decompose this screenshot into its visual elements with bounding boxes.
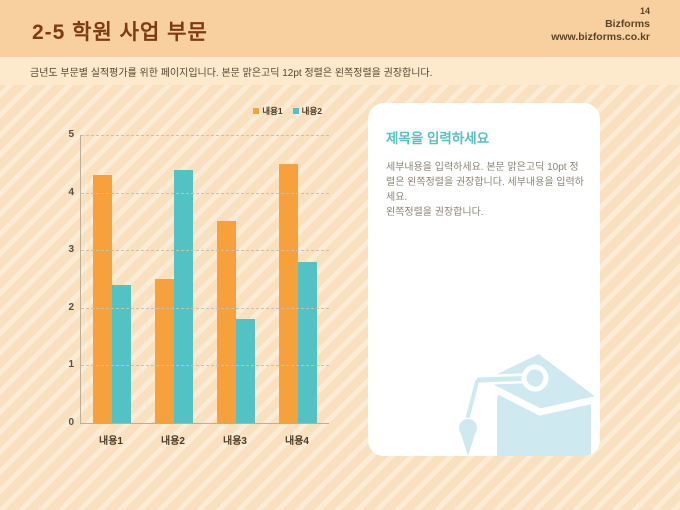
bar-내용1-내용1 xyxy=(93,175,112,423)
page-number: 14 xyxy=(639,6,650,16)
bar-내용2-내용4 xyxy=(298,261,317,423)
bar-group-2 xyxy=(143,135,205,423)
legend-item-내용2: 내용2 xyxy=(292,105,322,117)
x-tick-label: 내용1 xyxy=(99,436,123,447)
bar-group-1 xyxy=(81,135,143,423)
x-tick-label: 내용3 xyxy=(223,436,247,447)
bar-내용1-내용3 xyxy=(217,221,236,423)
y-axis-labels: 0 1 2 3 4 5 xyxy=(52,129,74,428)
gridline-2 xyxy=(81,307,329,309)
bar-chart: 내용1 내용2 0 1 2 3 4 5 내용1 내용2 내용3 내용4 xyxy=(40,100,340,460)
card-title: 제목을 입력하세요 xyxy=(386,131,490,146)
card-body-text: 세부내용을 입력하세요. 본문 맑은고딕 10pt 정렬은 왼쪽정렬을 권장합니… xyxy=(386,160,584,220)
bar-내용2-내용3 xyxy=(236,319,255,423)
legend-item-내용1: 내용1 xyxy=(253,105,283,117)
bar-내용1-내용2 xyxy=(155,279,174,423)
x-tick-label: 내용4 xyxy=(285,436,309,447)
y-tick-label: 3 xyxy=(68,244,74,256)
bar-내용1-내용4 xyxy=(279,163,298,423)
website-link[interactable]: www.bizforms.co.kr xyxy=(551,31,650,43)
page-meta: 14 Bizforms www.bizforms.co.kr xyxy=(551,5,650,44)
subtitle-strip: 금년도 부문별 실적평가를 위한 페이지입니다. 본문 맑은고딕 12pt 정렬… xyxy=(0,57,680,85)
y-tick-label: 0 xyxy=(68,417,74,428)
legend-swatch-icon xyxy=(292,108,299,114)
brand-name: Bizforms xyxy=(605,18,650,30)
bar-groups xyxy=(81,135,329,423)
card-body-line2: 왼쪽정렬을 권장합니다. xyxy=(386,207,484,218)
y-tick-label: 4 xyxy=(68,186,74,198)
graduation-cap-icon xyxy=(459,346,600,456)
legend-swatch-icon xyxy=(253,108,260,114)
slide-subtitle: 금년도 부문별 실적평가를 위한 페이지입니다. 본문 맑은고딕 12pt 정렬… xyxy=(30,68,433,79)
legend-label: 내용1 xyxy=(262,106,283,116)
bar-내용2-내용2 xyxy=(174,169,193,423)
bar-group-3 xyxy=(205,135,267,423)
plot-area xyxy=(80,135,329,424)
chart-legend: 내용1 내용2 xyxy=(253,105,322,117)
content-card: 제목을 입력하세요 세부내용을 입력하세요. 본문 맑은고딕 10pt 정렬은 … xyxy=(368,103,600,456)
gridline-3 xyxy=(81,250,329,252)
gridline-4 xyxy=(81,192,329,194)
header-band: 2-5 학원 사업 부문 14 Bizforms www.bizforms.co… xyxy=(0,0,680,57)
gridline-5 xyxy=(81,135,329,136)
gridline-1 xyxy=(81,365,329,367)
x-tick-label: 내용2 xyxy=(161,436,185,447)
y-tick-label: 2 xyxy=(68,301,74,313)
bar-group-4 xyxy=(267,135,329,423)
legend-label: 내용2 xyxy=(301,106,322,116)
y-tick-label: 5 xyxy=(68,129,74,140)
page-title: 2-5 학원 사업 부문 xyxy=(32,21,208,44)
card-body-line1: 세부내용을 입력하세요. 본문 맑은고딕 10pt 정렬은 왼쪽정렬을 권장합니… xyxy=(386,162,584,203)
bar-내용2-내용1 xyxy=(112,284,131,423)
x-axis-labels: 내용1 내용2 내용3 내용4 xyxy=(80,432,328,447)
y-tick-label: 1 xyxy=(68,359,74,371)
